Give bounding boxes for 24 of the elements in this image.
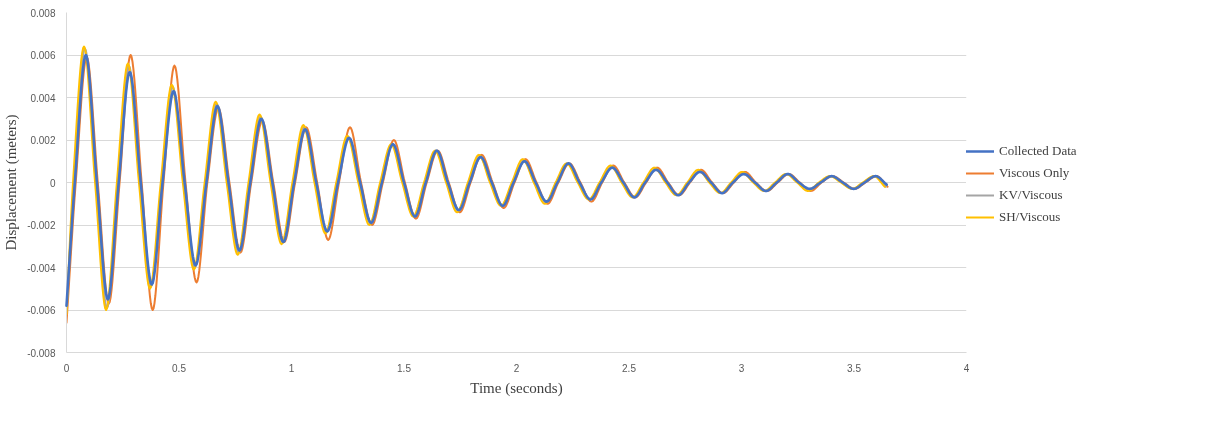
x-tick-label: 0 (63, 362, 70, 374)
legend-label: Collected Data (999, 143, 1077, 159)
y-axis-title: Displacement (meters) (3, 114, 21, 251)
x-tick-label: 0.5 (172, 362, 187, 374)
x-tick-label: 1 (288, 362, 295, 374)
legend-label: KV/Viscous (999, 187, 1063, 203)
y-tick-label: -0.006 (27, 305, 56, 316)
legend-label: Viscous Only (999, 165, 1070, 181)
y-tick-label: 0.002 (30, 135, 56, 146)
y-tick-label: 0.008 (30, 7, 56, 19)
x-tick-label: 1.5 (397, 362, 412, 374)
x-tick-label: 2.5 (622, 362, 637, 374)
y-tick-label: 0.004 (30, 92, 56, 104)
x-tick-label: 2 (513, 362, 520, 374)
y-tick-label: 0.006 (30, 50, 56, 61)
y-tick-label: -0.004 (27, 262, 56, 274)
y-tick-label: -0.002 (27, 220, 56, 231)
x-tick-label: 3.5 (847, 362, 862, 374)
x-tick-label: 4 (963, 362, 970, 374)
x-axis-title: Time (seconds) (470, 379, 563, 397)
y-tick-label: -0.008 (27, 347, 56, 359)
y-tick-label: 0 (49, 177, 56, 189)
x-tick-label: 3 (738, 362, 745, 374)
legend-label: SH/Viscous (999, 209, 1061, 225)
